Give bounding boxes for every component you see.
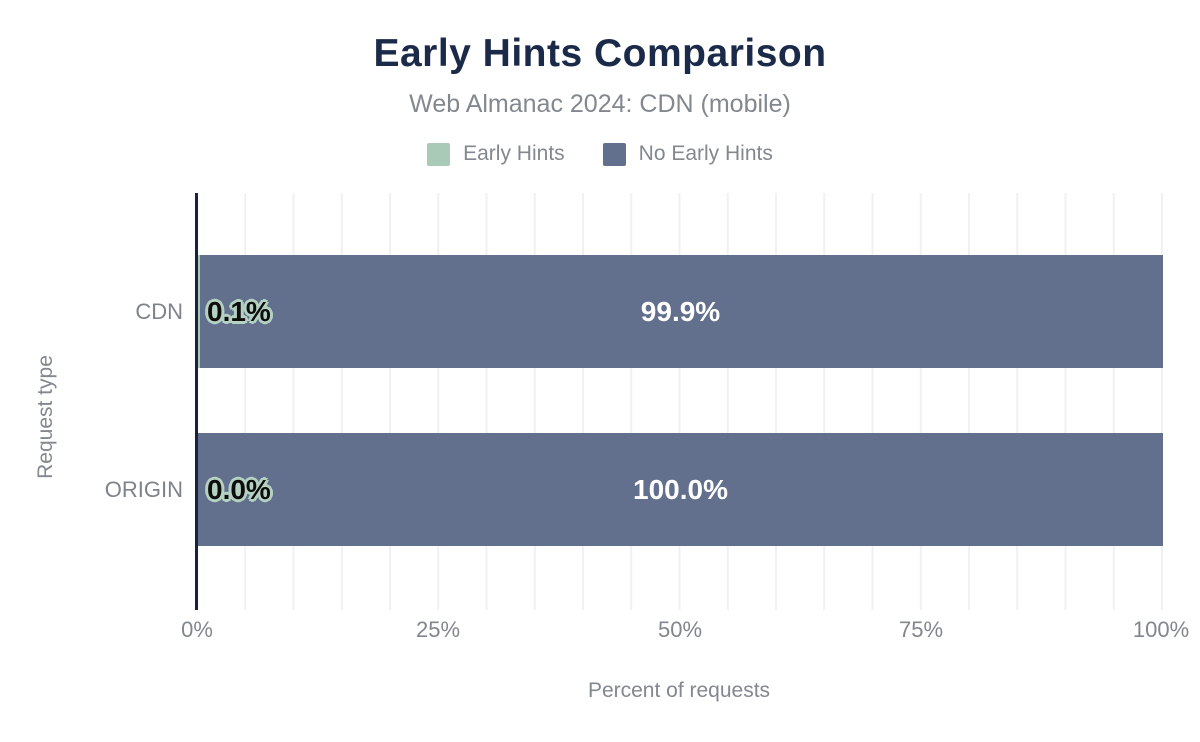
value-label-early-hints-cdn: 0.1% [207,295,271,327]
x-tick-75: 75% [898,617,944,642]
bar-origin: 0.0% 100.0% [198,433,1163,546]
chart-subtitle: Web Almanac 2024: CDN (mobile) [409,90,791,118]
chart-title: Early Hints Comparison [373,32,827,75]
plot-area: 0.1% 99.9% 0.0% 100.0% [195,193,1163,610]
bar-segment-no-early-hints-origin [198,433,1163,546]
legend-swatch-no-early-hints-icon [602,142,626,166]
bar-segment-no-early-hints-cdn [200,255,1163,368]
x-tick-0: 0% [181,617,213,642]
category-label-cdn: CDN [135,299,183,324]
legend-swatch-early-hints-icon [427,142,451,166]
y-axis-title: Request type [34,355,57,479]
x-tick-100: 100% [1132,617,1190,642]
bar-cdn: 0.1% 99.9% [198,255,1163,368]
value-label-early-hints-origin: 0.0% [207,473,271,505]
category-label-origin: ORIGIN [104,477,183,502]
legend-label-no-early-hints: No Early Hints [638,142,773,165]
bar-segment-early-hints-cdn [198,255,200,368]
legend: Early Hints No Early Hints [0,142,1200,166]
legend-item-early-hints: Early Hints [427,142,565,166]
value-label-no-early-hints-cdn: 99.9% [640,295,721,327]
x-axis-title: Percent of requests [587,679,771,702]
x-tick-50: 50% [657,617,703,642]
legend-item-no-early-hints: No Early Hints [602,142,773,166]
legend-label-early-hints: Early Hints [463,142,565,165]
x-tick-25: 25% [415,617,461,642]
value-label-no-early-hints-origin: 100.0% [633,473,728,505]
